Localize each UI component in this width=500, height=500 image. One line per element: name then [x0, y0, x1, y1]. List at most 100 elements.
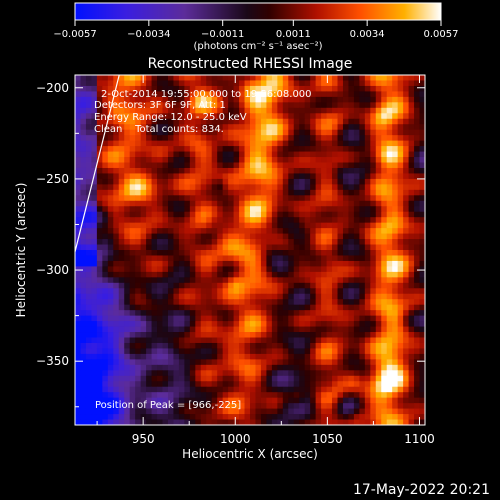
heatmap-cell: [167, 293, 174, 300]
heatmap-cell: [189, 359, 196, 366]
heatmap-cell: [337, 250, 344, 256]
heatmap-cell: [228, 386, 234, 393]
heatmap-cell: [113, 353, 120, 360]
heatmap-cell: [200, 146, 207, 152]
heatmap-cell: [211, 244, 218, 251]
heatmap-cell: [310, 233, 317, 240]
heatmap-cell: [370, 146, 377, 152]
heatmap-cell: [293, 118, 300, 125]
heatmap-cell: [184, 332, 191, 338]
heatmap-cell: [419, 364, 425, 371]
heatmap-cell: [244, 397, 251, 404]
heatmap-cell: [195, 277, 202, 284]
heatmap-cell: [288, 370, 295, 377]
heatmap-cell: [195, 80, 202, 87]
heatmap-cell: [211, 151, 218, 158]
heatmap-cell: [397, 288, 404, 295]
heatmap-cell: [135, 282, 142, 289]
heatmap-cell: [364, 135, 371, 142]
heatmap-cell: [200, 266, 207, 273]
heatmap-cell: [299, 75, 306, 81]
heatmap-cell: [178, 310, 185, 317]
heatmap-cell: [381, 277, 388, 284]
heatmap-cell: [304, 124, 311, 131]
heatmap-cell: [348, 315, 355, 322]
heatmap-cell: [315, 337, 322, 344]
heatmap-cell: [386, 310, 393, 317]
heatmap-cell: [184, 392, 191, 399]
heatmap-cell: [195, 255, 202, 262]
heatmap-cell: [228, 140, 234, 147]
heatmap-cell: [375, 271, 382, 278]
heatmap-cell: [288, 206, 295, 213]
y-tick-label: −250: [36, 172, 69, 186]
heatmap-cell: [315, 293, 322, 300]
heatmap-cell: [364, 353, 371, 360]
heatmap-cell: [255, 359, 262, 366]
heatmap-cell: [304, 310, 311, 317]
heatmap-cell: [392, 107, 399, 114]
heatmap-cell: [386, 140, 393, 147]
heatmap-cell: [364, 419, 371, 425]
heatmap-cell: [348, 386, 355, 393]
heatmap-cell: [386, 189, 393, 196]
heatmap-cell: [157, 255, 163, 262]
heatmap-cell: [217, 299, 224, 306]
heatmap-cell: [228, 348, 234, 355]
heatmap-cell: [151, 342, 158, 349]
heatmap-cell: [414, 271, 420, 278]
heatmap-cell: [102, 206, 109, 213]
heatmap-cell: [348, 167, 355, 174]
heatmap-cell: [337, 403, 344, 409]
heatmap-cell: [195, 244, 202, 251]
heatmap-cell: [397, 222, 404, 229]
heatmap-cell: [146, 129, 152, 136]
heatmap-cell: [255, 91, 262, 98]
heatmap-cell: [299, 326, 306, 333]
heatmap-cell: [288, 211, 295, 218]
heatmap-cell: [282, 260, 289, 267]
heatmap-cell: [206, 260, 213, 267]
heatmap-cell: [91, 189, 98, 196]
heatmap-cell: [151, 129, 158, 136]
heatmap-cell: [129, 260, 136, 267]
heatmap-cell: [96, 118, 103, 125]
heatmap-cell: [332, 244, 338, 251]
heatmap-cell: [397, 299, 404, 306]
heatmap-cell: [75, 85, 81, 92]
heatmap-cell: [353, 403, 360, 409]
heatmap-cell: [337, 288, 344, 295]
heatmap-cell: [140, 370, 147, 377]
heatmap-cell: [80, 206, 87, 213]
heatmap-cell: [222, 178, 229, 185]
heatmap-cell: [151, 288, 158, 295]
heatmap-cell: [359, 200, 366, 207]
heatmap-cell: [337, 370, 344, 377]
heatmap-cell: [260, 206, 267, 213]
heatmap-cell: [337, 414, 344, 420]
heatmap-cell: [140, 107, 147, 114]
heatmap-cell: [91, 359, 98, 366]
heatmap-cell: [233, 206, 240, 213]
heatmap-cell: [140, 282, 147, 289]
heatmap-cell: [260, 85, 267, 92]
heatmap-cell: [162, 189, 169, 196]
heatmap-cell: [146, 244, 152, 251]
heatmap-cell: [211, 178, 218, 185]
heatmap-cell: [184, 211, 191, 218]
heatmap-cell: [359, 359, 366, 366]
heatmap-cell: [189, 178, 196, 185]
heatmap-cell: [178, 282, 185, 289]
heatmap-cell: [151, 419, 158, 425]
heatmap-cell: [288, 375, 295, 382]
heatmap-cell: [129, 184, 136, 191]
heatmap-cell: [118, 282, 125, 289]
heatmap-cell: [228, 129, 234, 136]
heatmap-cell: [299, 228, 306, 234]
heatmap-cell: [200, 414, 207, 420]
heatmap-cell: [85, 293, 92, 300]
heatmap-cell: [408, 359, 415, 366]
heatmap-cell: [162, 222, 169, 229]
heatmap-cell: [222, 386, 229, 393]
heatmap-cell: [244, 107, 251, 114]
